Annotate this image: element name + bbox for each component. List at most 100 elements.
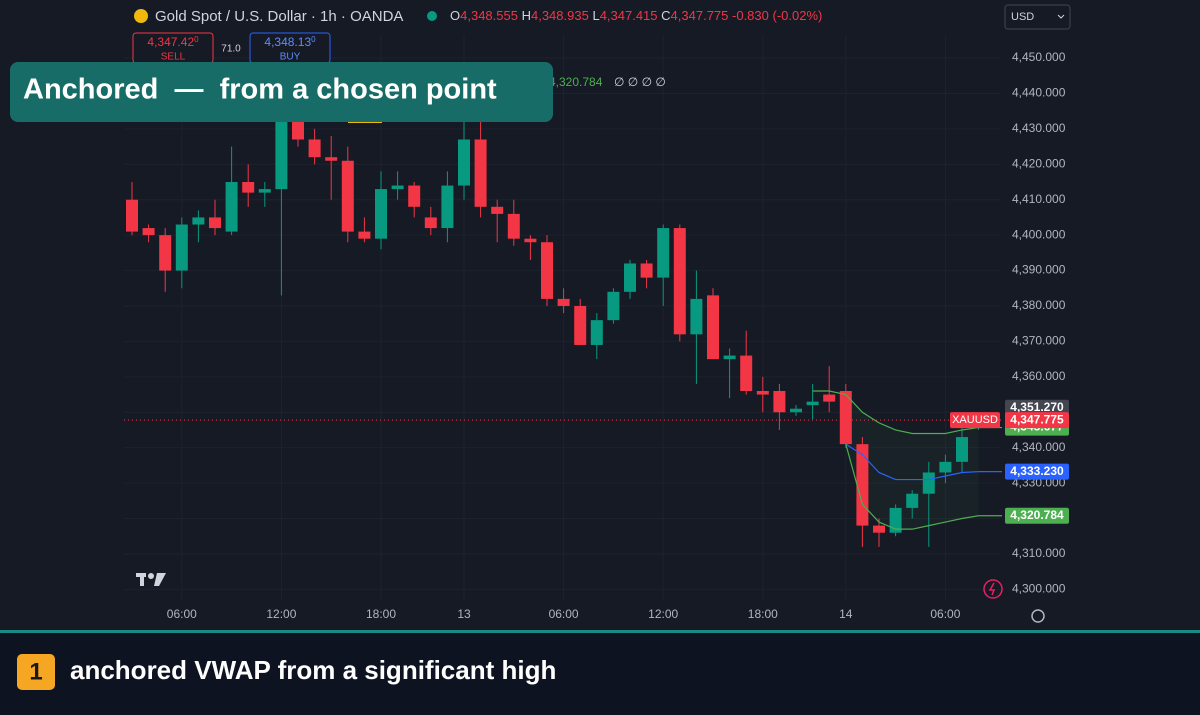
logo	[136, 573, 166, 586]
candle-body	[607, 291, 620, 321]
candle-body	[126, 199, 138, 232]
buy-price-sup: 0	[311, 35, 316, 44]
y-tick-label: 4,430.000	[1012, 121, 1066, 135]
candle-body	[740, 355, 753, 392]
candle-body	[507, 213, 520, 239]
candle-body	[673, 228, 686, 335]
y-tick-label: 4,410.000	[1012, 192, 1066, 206]
currency: USD	[1011, 11, 1034, 23]
ohlc-key: C	[661, 8, 670, 23]
plot: 4,300.0004,310.0004,320.0004,330.0004,34…	[124, 35, 1069, 621]
candle-body	[756, 391, 769, 395]
caption-number: 1	[29, 658, 42, 685]
ohlc-value: 4,347.415	[600, 8, 658, 23]
candle-body	[657, 228, 670, 278]
candle-body	[524, 238, 537, 243]
y-tick-label: 4,300.000	[1012, 582, 1066, 596]
candle-body	[790, 408, 802, 413]
ohlc-key: L	[592, 8, 599, 23]
candle-body	[441, 185, 454, 229]
x-tick-label: 06:00	[167, 607, 197, 621]
candle-body	[922, 472, 935, 494]
y-tick-label: 4,420.000	[1012, 156, 1066, 170]
price-tag-label: 4,333.230	[1010, 464, 1064, 478]
sell-price-sup: 0	[194, 35, 199, 44]
replay-icon[interactable]	[983, 579, 1003, 599]
settings-icon[interactable]	[1031, 609, 1045, 623]
dropdown-arrow	[1057, 14, 1065, 19]
y-tick-label: 4,390.000	[1012, 263, 1066, 277]
candle-body	[839, 391, 852, 445]
candle-body	[806, 401, 819, 406]
replay-bolt	[988, 582, 996, 596]
band-fill	[845, 394, 979, 530]
price-tag-label: 4,320.784	[1010, 508, 1064, 522]
legend-value: 4,320.784	[549, 75, 603, 89]
candle-body	[408, 185, 421, 207]
y-tick-label: 4,360.000	[1012, 369, 1066, 383]
candle-body	[640, 263, 653, 278]
candle-body	[856, 444, 869, 526]
x-tick-label: 06:00	[930, 607, 960, 621]
candle-body	[574, 305, 587, 345]
candle-body	[424, 217, 437, 229]
x-tick-label: 12:00	[648, 607, 678, 621]
divider	[0, 630, 1200, 633]
x-tick-label: 14	[839, 607, 853, 621]
ohlc-value: 4,348.935	[531, 8, 589, 23]
status-dot	[427, 11, 437, 21]
buy-price-main: 4,348.13	[264, 35, 311, 49]
candle-body	[723, 355, 736, 360]
y-tick-label: 4,450.000	[1012, 50, 1066, 64]
y-tick-label: 4,310.000	[1012, 546, 1066, 560]
candle-body	[590, 320, 603, 345]
sell-label: SELL	[161, 52, 186, 63]
candle-body	[275, 121, 288, 190]
candle-body	[258, 189, 271, 193]
x-tick-label: 06:00	[549, 607, 579, 621]
candle-body	[707, 295, 719, 360]
candle-body	[175, 224, 188, 271]
caption-text: anchored VWAP from a significant high	[70, 655, 556, 685]
buy-price: 4,348.130	[264, 35, 316, 49]
candle-body	[906, 493, 919, 508]
candle-body	[142, 228, 155, 236]
candle-body	[391, 185, 404, 190]
candle-body	[225, 182, 238, 232]
caption-bar	[0, 633, 1200, 715]
candle-body	[308, 139, 321, 158]
price-tag	[1005, 507, 1069, 524]
candle-body	[773, 391, 786, 413]
candle-body	[458, 139, 470, 186]
symbol-tag	[950, 412, 1000, 429]
candle-body	[474, 139, 487, 207]
y-tick-label: 4,380.000	[1012, 298, 1066, 312]
candle-body	[541, 242, 553, 299]
x-tick-label: 13	[457, 607, 471, 621]
vwap-line	[812, 390, 979, 435]
ohlc-value: 4,348.555	[460, 8, 518, 23]
candle-body	[889, 507, 902, 533]
ohlc-value: 4,347.775	[671, 8, 729, 23]
candle-body	[624, 263, 636, 292]
y-tick-label: 4,340.000	[1012, 440, 1066, 454]
caption-badge	[17, 654, 55, 690]
buy-label: BUY	[280, 52, 301, 63]
legend-extra: ∅ ∅ ∅ ∅	[614, 75, 666, 89]
x-tick-label: 12:00	[266, 607, 296, 621]
candle-body	[491, 206, 504, 214]
candle-body	[956, 437, 968, 462]
price-tag	[1005, 399, 1069, 416]
candle-body	[823, 394, 836, 402]
candle-body	[292, 121, 304, 140]
currency-select[interactable]	[1004, 4, 1071, 30]
ohlc: O4,348.555 H4,348.935 L4,347.415 C4,347.…	[450, 8, 822, 23]
sell-price-main: 4,347.42	[147, 35, 194, 49]
candle-body	[341, 160, 354, 232]
symbol-tag-label: XAUUSD	[952, 414, 998, 426]
y-tick-label: 4,370.000	[1012, 334, 1066, 348]
x-tick-label: 18:00	[748, 607, 778, 621]
y-tick-label: 4,440.000	[1012, 86, 1066, 100]
vwap-line	[845, 443, 979, 530]
